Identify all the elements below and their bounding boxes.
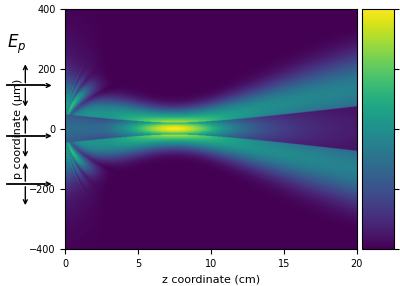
Y-axis label: p coordinate (μm): p coordinate (μm) (14, 79, 24, 179)
Text: $\bfit{E}_p$: $\bfit{E}_p$ (0, 285, 1, 286)
Text: $E_p$: $E_p$ (7, 33, 26, 56)
X-axis label: z coordinate (cm): z coordinate (cm) (162, 274, 260, 284)
